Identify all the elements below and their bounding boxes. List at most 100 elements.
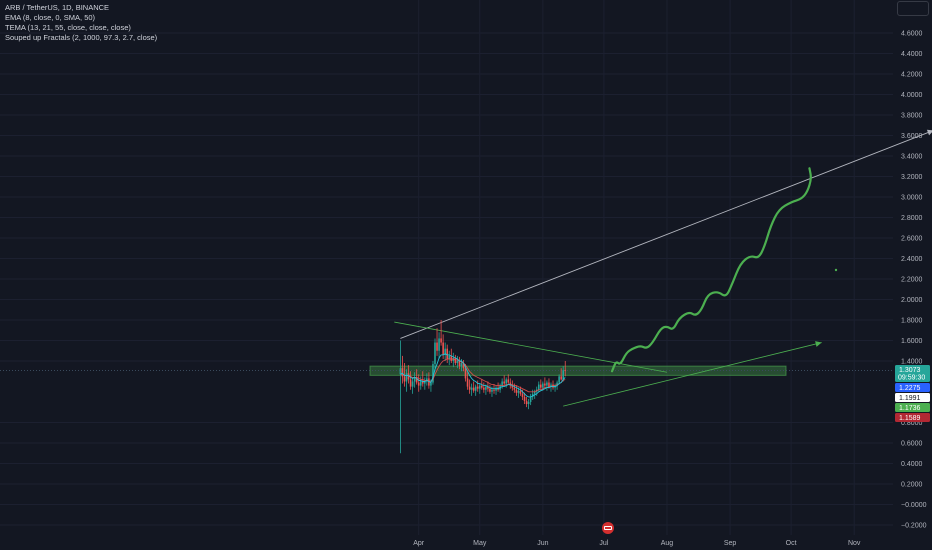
y-tick-label: 3.0000 bbox=[901, 195, 923, 202]
x-tick-label: Sep bbox=[724, 540, 737, 547]
candle-body bbox=[485, 386, 487, 390]
candle bbox=[417, 374, 420, 392]
top-right-control[interactable] bbox=[897, 1, 929, 16]
candle bbox=[444, 342, 446, 361]
y-tick-label: 3.8000 bbox=[901, 113, 923, 120]
candle bbox=[507, 374, 510, 385]
y-tick-label: 0.6000 bbox=[901, 441, 923, 448]
price-tag-value: 1.2275 bbox=[899, 385, 921, 392]
y-tick-label: 3.2000 bbox=[901, 174, 923, 181]
candle-body bbox=[527, 402, 530, 405]
candle-body bbox=[550, 384, 552, 387]
candle bbox=[458, 356, 461, 370]
candle-body bbox=[501, 381, 503, 386]
candle-body bbox=[401, 368, 404, 377]
candle bbox=[527, 398, 530, 410]
y-tick-label: 2.0000 bbox=[901, 297, 923, 304]
candle bbox=[413, 372, 416, 388]
earnings-event-icon[interactable] bbox=[601, 522, 614, 534]
candle bbox=[407, 365, 410, 384]
candle bbox=[434, 338, 436, 369]
event-icon-mark-inner bbox=[604, 527, 611, 529]
time-axis[interactable]: Apr May Jun Jul Aug Sep Oct Nov bbox=[413, 540, 861, 547]
candle-body bbox=[511, 385, 514, 388]
candle bbox=[485, 384, 487, 395]
candle bbox=[483, 382, 485, 393]
candle bbox=[552, 380, 554, 390]
symbol-title[interactable]: ARB / TetherUS, 1D, BINANCE bbox=[5, 3, 110, 12]
candle-body bbox=[537, 384, 540, 390]
candle-body bbox=[464, 368, 467, 379]
candle bbox=[419, 376, 422, 390]
candle-body bbox=[456, 361, 459, 364]
candle bbox=[564, 361, 567, 377]
projection-curve[interactable] bbox=[610, 167, 812, 373]
candle-body bbox=[442, 342, 444, 355]
candle-body bbox=[509, 382, 512, 386]
candle-body bbox=[403, 376, 406, 382]
y-tick-label: 0.4000 bbox=[901, 461, 923, 468]
candle bbox=[495, 385, 497, 395]
candle-body bbox=[417, 382, 420, 386]
candle-body bbox=[564, 370, 567, 372]
y-tick-label: 1.6000 bbox=[901, 338, 923, 345]
candle-body bbox=[562, 370, 564, 380]
tema-legend[interactable]: TEMA (13, 21, 55, close, close, close) bbox=[5, 23, 131, 32]
y-tick-label: 0.2000 bbox=[901, 482, 923, 489]
y-tick-label: 2.2000 bbox=[901, 277, 923, 284]
candle-body bbox=[558, 376, 560, 383]
y-tick-label: 3.6000 bbox=[901, 133, 923, 140]
candle-body bbox=[513, 387, 516, 390]
candle-body bbox=[495, 387, 497, 391]
candle-body bbox=[478, 385, 481, 389]
candle-body bbox=[460, 363, 463, 367]
candle bbox=[399, 340, 402, 454]
candle bbox=[489, 384, 491, 394]
y-tick-label: −0.2000 bbox=[901, 523, 927, 530]
candle bbox=[497, 382, 499, 392]
grid-lines bbox=[0, 0, 893, 535]
candle bbox=[426, 373, 428, 386]
candle bbox=[424, 377, 426, 390]
candle bbox=[401, 355, 404, 384]
descending-trendline[interactable] bbox=[394, 321, 668, 373]
rising-support-arrow bbox=[815, 341, 822, 347]
candle-body bbox=[407, 373, 410, 380]
y-tick-label: 2.4000 bbox=[901, 256, 923, 263]
candle bbox=[436, 328, 438, 356]
y-tick-label: −0.0000 bbox=[901, 502, 927, 509]
candle bbox=[440, 320, 442, 346]
candle-body bbox=[542, 383, 544, 388]
candle bbox=[472, 381, 475, 393]
candle-body bbox=[529, 396, 532, 402]
x-tick-label: May bbox=[473, 540, 487, 547]
candle bbox=[438, 332, 440, 359]
candle-body bbox=[519, 390, 522, 394]
candle-body bbox=[483, 387, 485, 390]
candle-body bbox=[438, 338, 440, 351]
rising-support-trendline[interactable] bbox=[563, 342, 822, 407]
candle bbox=[474, 384, 477, 396]
fractals-legend[interactable]: Souped up Fractals (2, 1000, 97.3, 2.7, … bbox=[5, 33, 158, 42]
x-tick-label: Aug bbox=[661, 540, 674, 547]
candle-body bbox=[525, 400, 528, 405]
candle-body bbox=[507, 379, 510, 383]
ema-line bbox=[400, 353, 566, 398]
price-tag-bg bbox=[895, 365, 930, 382]
candle-body bbox=[489, 388, 491, 392]
y-tick-label: 2.6000 bbox=[901, 236, 923, 243]
candle-body bbox=[432, 364, 434, 383]
marker-dot bbox=[834, 268, 838, 272]
candle-body bbox=[540, 384, 542, 388]
ema-legend[interactable]: EMA (8, close, 0, SMA, 50) bbox=[5, 13, 96, 22]
candle-body bbox=[505, 379, 508, 384]
candle-body bbox=[450, 355, 453, 361]
candle bbox=[415, 369, 418, 385]
x-tick-label: Jun bbox=[537, 540, 548, 547]
price-axis[interactable]: 4.6000 4.4000 4.2000 4.0000 3.8000 3.6000 3.40… bbox=[901, 31, 927, 530]
upper-trendline[interactable] bbox=[400, 130, 932, 339]
candle bbox=[409, 371, 412, 390]
